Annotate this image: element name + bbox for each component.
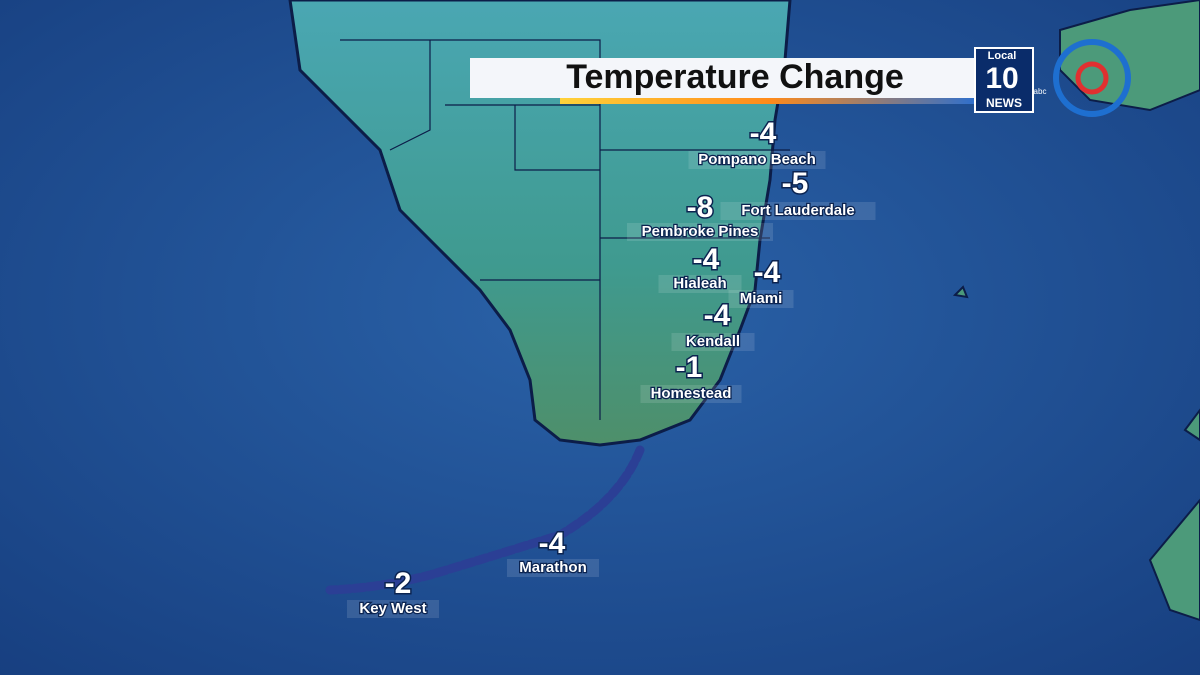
city-name: Pompano Beach [698, 151, 816, 168]
cuba [1059, 0, 1200, 112]
label-band [640, 385, 742, 403]
temperature-change: -4 [539, 527, 566, 560]
banner-stripe [560, 98, 980, 104]
station-logo: Local 10 NEWS abc [974, 39, 1131, 117]
city-name: Key West [359, 600, 426, 617]
logo-news: NEWS [986, 96, 1022, 110]
label-band [627, 223, 773, 241]
city-name: Fort Lauderdale [741, 202, 854, 219]
label-band [658, 275, 742, 293]
bahamas [952, 285, 1200, 622]
label-band [720, 202, 876, 220]
label-band [347, 600, 439, 618]
temperature-change: -4 [750, 117, 777, 150]
logo-number: 10 [985, 62, 1018, 95]
city-name: Kendall [686, 333, 740, 350]
temperature-change: -5 [782, 167, 809, 200]
label-band [671, 333, 755, 351]
radar-center [1075, 61, 1109, 95]
logo-local: Local [988, 50, 1017, 62]
banner-bg [470, 58, 980, 98]
label-band [728, 290, 794, 308]
temperature-change: -4 [704, 299, 731, 332]
temperature-change: -4 [754, 256, 781, 289]
city-name: Marathon [519, 559, 587, 576]
city-name: Hialeah [673, 275, 726, 292]
temperature-change: -4 [693, 243, 720, 276]
radar-ring [1053, 39, 1131, 117]
logo-network: abc [1034, 87, 1047, 96]
title: Temperature Change [566, 58, 904, 96]
city-name: Miami [740, 290, 783, 307]
temperature-change: -8 [687, 191, 714, 224]
city-name: Pembroke Pines [642, 223, 759, 240]
label-band [507, 559, 599, 577]
temperature-change: -2 [385, 567, 412, 600]
logo-box [974, 47, 1034, 113]
title-banner: Temperature Change [470, 58, 980, 104]
temperature-change: -1 [676, 351, 703, 384]
florida [288, 0, 792, 447]
city-name: Homestead [651, 385, 732, 402]
florida-keys [325, 445, 645, 595]
label-band [688, 151, 826, 169]
